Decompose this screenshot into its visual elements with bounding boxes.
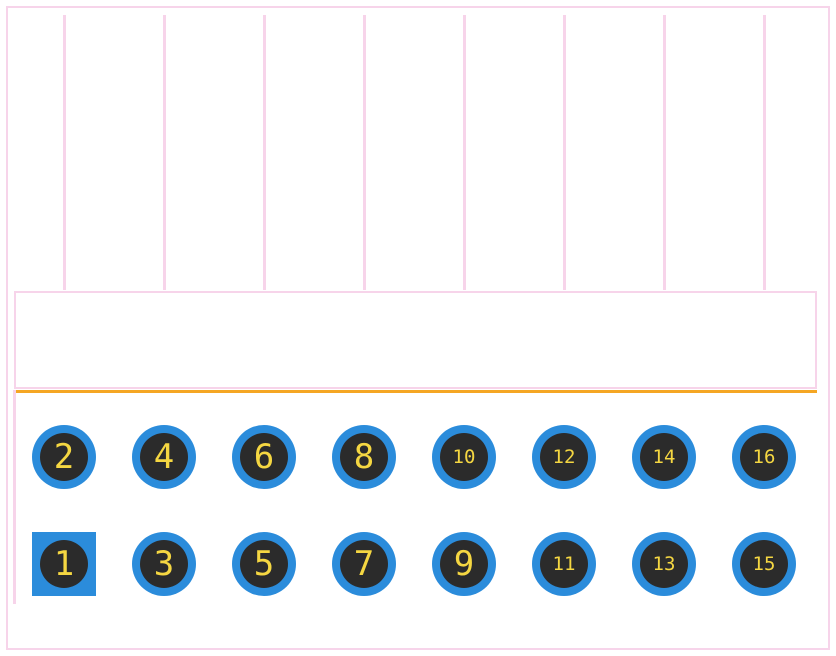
pad-inner-6: 6 <box>240 433 288 481</box>
pad-11: 11 <box>532 532 596 596</box>
pad-inner-3: 3 <box>140 540 188 588</box>
pad-7: 7 <box>332 532 396 596</box>
pad-inner-7: 7 <box>340 540 388 588</box>
pad-16: 16 <box>732 425 796 489</box>
pin-line-3 <box>263 15 266 290</box>
pad-inner-2: 2 <box>40 433 88 481</box>
pad-10: 10 <box>432 425 496 489</box>
pad-inner-15: 15 <box>740 540 788 588</box>
left-bracket <box>13 390 16 604</box>
pad-inner-4: 4 <box>140 433 188 481</box>
pin-line-7 <box>663 15 666 290</box>
pad-inner-14: 14 <box>640 433 688 481</box>
pad-inner-10: 10 <box>440 433 488 481</box>
pad-inner-9: 9 <box>440 540 488 588</box>
body-box <box>14 291 817 389</box>
pad-5: 5 <box>232 532 296 596</box>
orange-divider <box>14 390 817 393</box>
pin-line-1 <box>63 15 66 290</box>
pad-1: 1 <box>32 532 96 596</box>
pad-inner-5: 5 <box>240 540 288 588</box>
pad-12: 12 <box>532 425 596 489</box>
pin-line-6 <box>563 15 566 290</box>
pad-14: 14 <box>632 425 696 489</box>
pad-inner-8: 8 <box>340 433 388 481</box>
pad-6: 6 <box>232 425 296 489</box>
pad-4: 4 <box>132 425 196 489</box>
pad-inner-11: 11 <box>540 540 588 588</box>
pad-inner-12: 12 <box>540 433 588 481</box>
pad-inner-16: 16 <box>740 433 788 481</box>
pad-3: 3 <box>132 532 196 596</box>
pad-8: 8 <box>332 425 396 489</box>
pin-line-8 <box>763 15 766 290</box>
pad-inner-13: 13 <box>640 540 688 588</box>
pad-inner-1: 1 <box>40 540 88 588</box>
pad-15: 15 <box>732 532 796 596</box>
pin-line-5 <box>463 15 466 290</box>
pad-2: 2 <box>32 425 96 489</box>
pin-line-2 <box>163 15 166 290</box>
pad-9: 9 <box>432 532 496 596</box>
pad-13: 13 <box>632 532 696 596</box>
pin-line-4 <box>363 15 366 290</box>
